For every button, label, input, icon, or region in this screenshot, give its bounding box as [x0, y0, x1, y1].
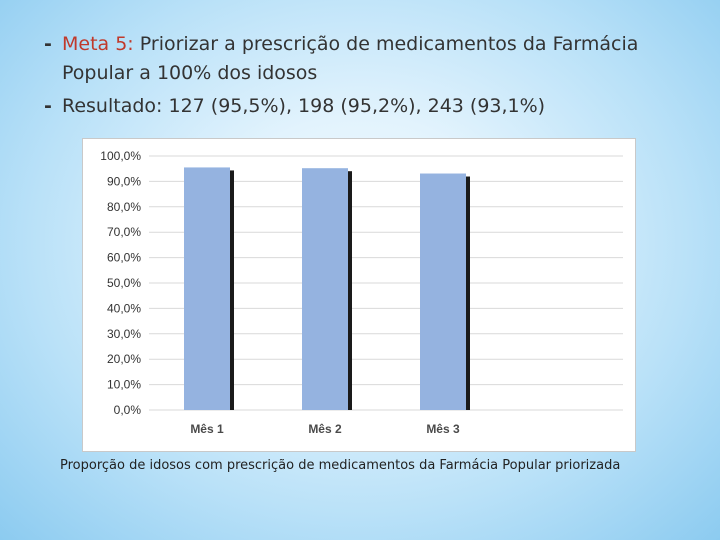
meta-label: Meta 5:	[62, 33, 134, 55]
chart-caption: Proporção de idosos com prescrição de me…	[60, 458, 621, 473]
y-tick-label: 30,0%	[107, 327, 141, 341]
x-tick-label: Mês 2	[308, 422, 342, 436]
bullet-meta: - Meta 5: Priorizar a prescrição de medi…	[44, 30, 704, 88]
y-tick-label: 0,0%	[114, 403, 142, 417]
y-tick-label: 100,0%	[100, 149, 141, 163]
y-tick-label: 90,0%	[107, 174, 141, 188]
y-tick-label: 70,0%	[107, 225, 141, 239]
bullet-dash-icon: -	[44, 95, 52, 117]
resultado-text: Resultado: 127 (95,5%), 198 (95,2%), 243…	[62, 95, 546, 117]
y-tick-label: 10,0%	[107, 378, 141, 392]
chart-svg: 0,0% 10,0% 20,0% 30,0% 40,0% 50,0% 60,0% 70,0% 8…	[100, 149, 623, 436]
bar	[302, 168, 348, 410]
bullet-resultado: - Resultado: 127 (95,5%), 198 (95,2%), 2…	[44, 92, 704, 121]
bullet-list: - Meta 5: Priorizar a prescrição de medi…	[44, 30, 704, 125]
y-tick-label: 80,0%	[107, 200, 141, 214]
meta-text: Priorizar a prescrição de medicamentos d…	[62, 33, 639, 84]
y-tick-label: 60,0%	[107, 251, 141, 265]
bar	[184, 167, 230, 410]
y-tick-label: 20,0%	[107, 352, 141, 366]
x-tick-label: Mês 1	[190, 422, 224, 436]
x-tick-label: Mês 3	[426, 422, 460, 436]
bullet-dash-icon: -	[44, 33, 52, 55]
y-tick-label: 40,0%	[107, 301, 141, 315]
bar	[420, 173, 466, 410]
bar-chart: 0,0% 10,0% 20,0% 30,0% 40,0% 50,0% 60,0% 70,0% 8…	[82, 138, 636, 452]
y-tick-label: 50,0%	[107, 276, 141, 290]
